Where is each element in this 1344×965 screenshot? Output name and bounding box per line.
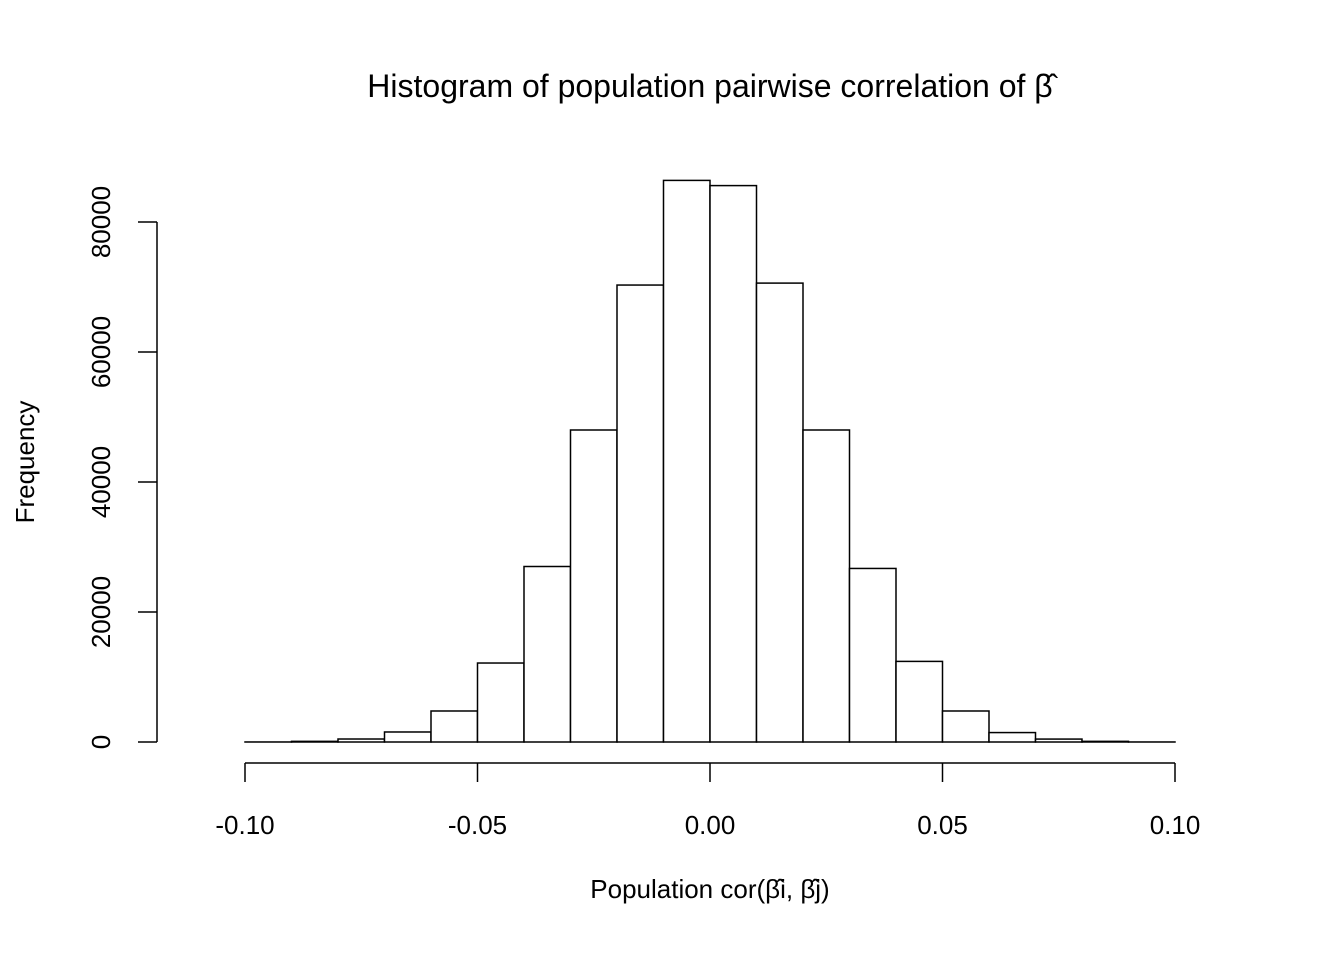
histogram-bar: [524, 567, 571, 743]
y-axis-label: Frequency: [10, 401, 40, 524]
x-tick-label: -0.10: [215, 810, 274, 840]
x-tick-label: 0.10: [1150, 810, 1201, 840]
histogram-bar: [757, 283, 804, 742]
x-tick-label: 0.00: [685, 810, 736, 840]
histogram-bar: [292, 741, 339, 742]
histogram-bar: [431, 711, 478, 742]
y-tick-label: 0: [86, 735, 116, 749]
chart-title: Histogram of population pairwise correla…: [367, 68, 1058, 104]
x-tick-label: 0.05: [917, 810, 968, 840]
histogram-bar: [1036, 739, 1083, 742]
histogram-bar: [850, 568, 897, 742]
histogram-bar: [943, 711, 990, 742]
histogram-bar: [478, 663, 525, 742]
histogram-bar: [1082, 741, 1129, 742]
y-tick-label: 80000: [86, 186, 116, 258]
histogram-bar: [664, 180, 711, 742]
histogram-bar: [338, 739, 385, 742]
histogram-bar: [710, 186, 757, 742]
histogram-bar: [803, 430, 850, 742]
y-tick-label: 60000: [86, 316, 116, 388]
y-tick-label: 20000: [86, 576, 116, 648]
y-tick-label: 40000: [86, 446, 116, 518]
histogram-bar: [989, 733, 1036, 742]
histogram-bar: [617, 285, 664, 742]
x-axis-label: Population cor(β̂i, β̂j): [590, 874, 829, 904]
x-tick-label: -0.05: [448, 810, 507, 840]
histogram-bar: [385, 732, 432, 742]
histogram-bar: [896, 661, 943, 742]
histogram-bar: [571, 430, 618, 742]
